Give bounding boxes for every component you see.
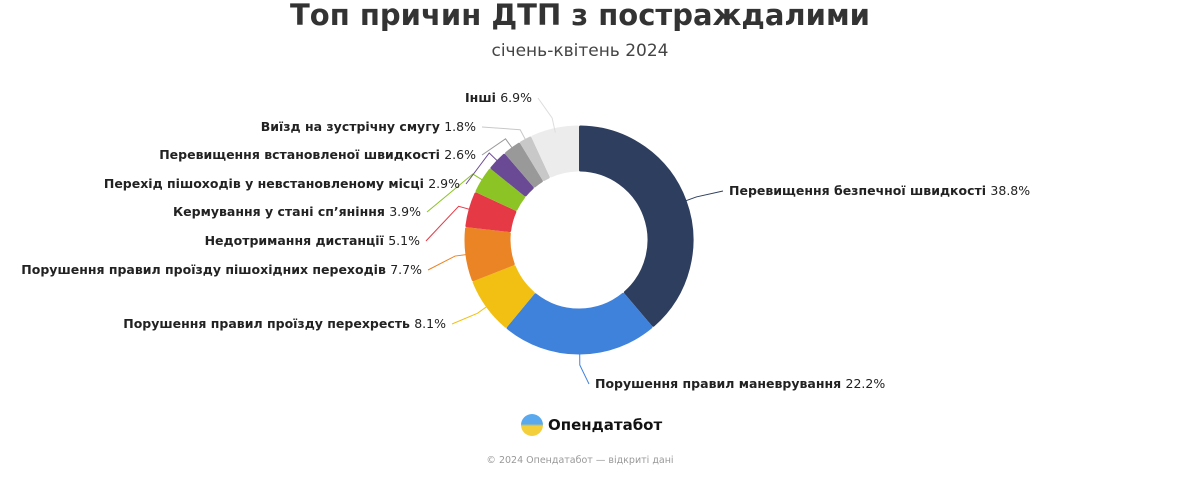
connector-line — [426, 173, 486, 213]
connector-line — [537, 97, 556, 133]
slice-label: Перехід пішоходів у невстановленому місц… — [104, 176, 460, 191]
slice-label-name: Інші — [465, 90, 500, 105]
connector-line — [427, 253, 470, 271]
connector-line — [481, 138, 515, 156]
slice-label-name: Порушення правил маневрування — [595, 376, 846, 391]
slice-label-value: 5.1% — [388, 233, 420, 248]
donut-slice[interactable] — [531, 125, 580, 178]
connector-line — [579, 349, 590, 385]
donut-slice[interactable] — [578, 125, 694, 327]
slice-label-value: 2.6% — [444, 147, 476, 162]
slice-label: Перевищення безпечної швидкості 38.8% — [729, 183, 1030, 198]
donut-slice[interactable] — [475, 168, 526, 211]
donut-slice[interactable] — [506, 292, 653, 355]
slice-label: Виїзд на зустрічну смугу 1.8% — [261, 119, 476, 134]
slice-label-value: 3.9% — [389, 204, 421, 219]
logo-icon — [521, 414, 543, 436]
slice-label: Порушення правил проїзду перехресть 8.1% — [123, 316, 446, 331]
slice-label-value: 1.8% — [444, 119, 476, 134]
slice-label: Перевищення встановленої швидкості 2.6% — [159, 147, 476, 162]
donut-slice[interactable] — [472, 265, 535, 328]
slice-label-name: Порушення правил проїзду перехресть — [123, 316, 414, 331]
slice-label: Порушення правил маневрування 22.2% — [595, 376, 885, 391]
slice-label: Порушення правил проїзду пішохідних пере… — [21, 262, 422, 277]
donut-slice[interactable] — [504, 142, 543, 188]
connector-line — [425, 205, 474, 242]
slice-label-value: 7.7% — [390, 262, 422, 277]
slice-label-name: Перехід пішоходів у невстановленому місц… — [104, 176, 428, 191]
slice-label-value: 38.8% — [990, 183, 1030, 198]
brand-logo: Опендатабот — [521, 414, 662, 436]
connector-line — [481, 126, 528, 144]
donut-slice[interactable] — [490, 153, 534, 197]
brand-name: Опендатабот — [548, 416, 663, 434]
slice-label-name: Порушення правил проїзду пішохідних пере… — [21, 262, 390, 277]
slice-label-name: Недотримання дистанції — [205, 233, 389, 248]
slice-label-name: Перевищення безпечної швидкості — [729, 183, 990, 198]
donut-slice[interactable] — [465, 192, 517, 233]
donut-slice[interactable] — [464, 227, 515, 282]
chart-title: Топ причин ДТП з постраждалими — [290, 0, 870, 32]
slice-label: Недотримання дистанції 5.1% — [205, 233, 421, 248]
slice-label-name: Перевищення встановленої швидкості — [159, 147, 444, 162]
connector-line — [465, 152, 501, 185]
footer-copyright: © 2024 Опендатабот — відкриті дані — [486, 455, 674, 466]
chart-subtitle: січень-квітень 2024 — [491, 41, 669, 61]
slice-label-value: 8.1% — [414, 316, 446, 331]
slice-label-name: Кермування у стані сп’яніння — [173, 204, 389, 219]
donut-slice[interactable] — [520, 136, 550, 181]
slice-label: Інші 6.9% — [465, 90, 532, 105]
slice-label: Кермування у стані сп’яніння 3.9% — [173, 204, 421, 219]
slice-label-value: 2.9% — [428, 176, 460, 191]
slice-label-value: 22.2% — [846, 376, 886, 391]
slice-label-value: 6.9% — [500, 90, 532, 105]
connector-line — [682, 190, 724, 203]
slice-label-name: Виїзд на зустрічну смугу — [261, 119, 445, 134]
connector-line — [451, 303, 491, 325]
